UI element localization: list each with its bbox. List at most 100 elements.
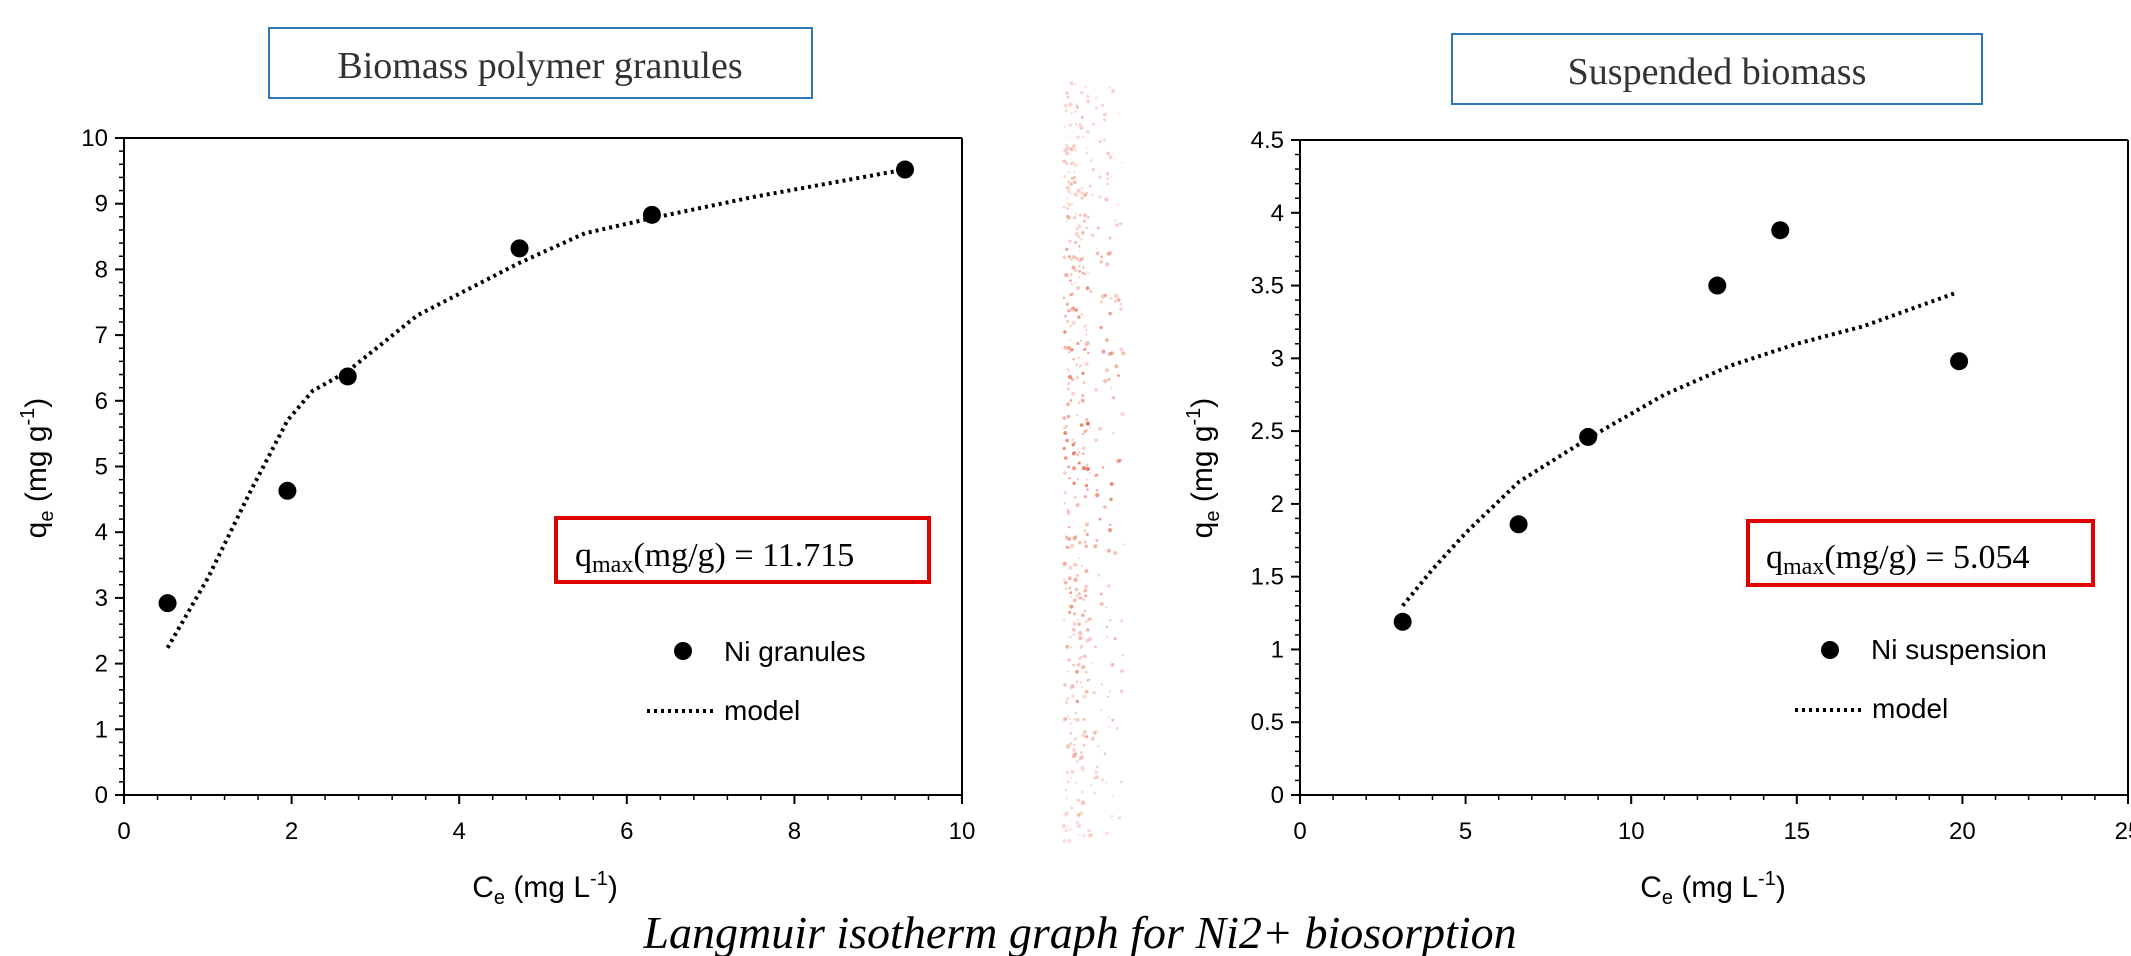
divider-dot [1083,730,1087,734]
divider-dot [1076,574,1079,577]
divider-dot [1066,219,1069,222]
divider-dot [1062,561,1067,566]
qmax-rest: (mg/g) = 11.715 [633,537,854,574]
divider-dot [1070,596,1073,598]
divider-dot [1082,654,1087,659]
divider-dot [1074,231,1079,237]
divider-dot [1077,557,1080,560]
divider-dot [1069,686,1073,690]
divider-dot [1067,838,1072,843]
divider-dot [1089,617,1093,620]
divider-dot [1110,814,1114,818]
x-axis-label-close: ) [1776,871,1786,904]
divider-dot [1109,523,1112,527]
divider-dot [1085,421,1090,426]
divider-dot [1112,396,1116,400]
divider-dot [1065,247,1069,252]
divider-dot [1067,387,1070,391]
legend-label-points: Ni granules [724,636,866,667]
divider-dot [1071,694,1075,698]
divider-dot [1087,637,1093,642]
divider-dot [1078,635,1083,641]
divider-dot [1067,546,1070,549]
divider-dot [1068,526,1071,529]
divider-dot [1110,89,1115,93]
divider-dot [1087,617,1091,622]
divider-dot [1080,801,1084,806]
divider-dot [1097,426,1103,431]
divider-dot [1095,97,1098,99]
divider-dot [1068,239,1072,243]
divider-dot [1121,161,1124,164]
divider-dot [1082,219,1086,223]
divider-dot [1069,828,1072,831]
divider-dot [1113,550,1118,556]
divider-dot [1079,339,1082,342]
divider-dot [1078,214,1082,217]
divider-dot [1089,159,1093,162]
divider-dot [1069,146,1074,152]
divider-dot [1072,754,1077,759]
divider-dot [1068,477,1071,480]
divider-dot [1080,790,1084,794]
divider-dot [1062,330,1067,335]
divider-dot [1069,339,1072,342]
divider-dot [1070,161,1074,166]
divider-dot [1080,257,1084,261]
divider-dot [1086,191,1089,194]
divider-dot [1079,811,1083,815]
x-tick-label: 10 [1618,818,1645,845]
divider-dot [1103,378,1108,384]
divider-dot [1073,738,1076,741]
divider-dot [1062,416,1067,420]
x-tick-label: 0 [117,818,130,845]
divider-dot [1082,717,1086,722]
divider-dot [1090,783,1092,786]
divider-dot [1064,424,1068,428]
x-tick-label: 2 [285,818,298,845]
divider-dot [1064,272,1069,278]
divider-dot [1064,144,1067,146]
divider-dot [1087,833,1092,838]
divider-dot [1100,301,1103,304]
divider-dot [1078,269,1082,273]
divider-dot [1074,736,1078,740]
divider-dot [1069,279,1072,283]
y-axis-label-sub: e [36,511,58,522]
divider-dot [1068,123,1072,127]
y-tick-label: 0 [95,782,108,809]
divider-dot [1076,188,1081,193]
divider-dot [1077,356,1080,359]
divider-dot [1080,398,1085,403]
divider-dot [1070,377,1075,382]
divider-dot [1086,94,1090,99]
divider-dot [1062,159,1067,164]
x-tick-label: 6 [620,818,633,845]
y-axis-label-sup: -1 [1183,408,1205,426]
divider-dot [1106,251,1111,256]
y-axis-label-main: q [1186,522,1219,539]
divider-dot [1066,402,1070,407]
divider-dot [1078,245,1081,248]
decorative-divider [1061,81,1126,843]
divider-dot [1106,151,1110,156]
divider-dot [1068,610,1072,615]
divider-dot [1117,203,1119,206]
divider-dot [1097,573,1101,577]
divider-dot [1080,655,1083,659]
divider-dot [1107,831,1110,834]
divider-dot [1065,697,1070,701]
divider-dot [1078,757,1082,761]
divider-dot [1068,587,1071,590]
y-tick-label: 8 [95,256,108,283]
divider-dot [1110,176,1113,178]
divider-dot [1072,753,1076,758]
divider-dot [1120,780,1123,784]
divider-dot [1093,730,1098,735]
divider-dot [1081,446,1086,451]
divider-dot [1084,361,1089,366]
divider-dot [1067,658,1071,662]
y-axis-label-rest: (mg g [20,425,53,510]
qmax-main: q [1766,539,1783,576]
qmax-rest: (mg/g) = 5.054 [1824,539,2029,576]
